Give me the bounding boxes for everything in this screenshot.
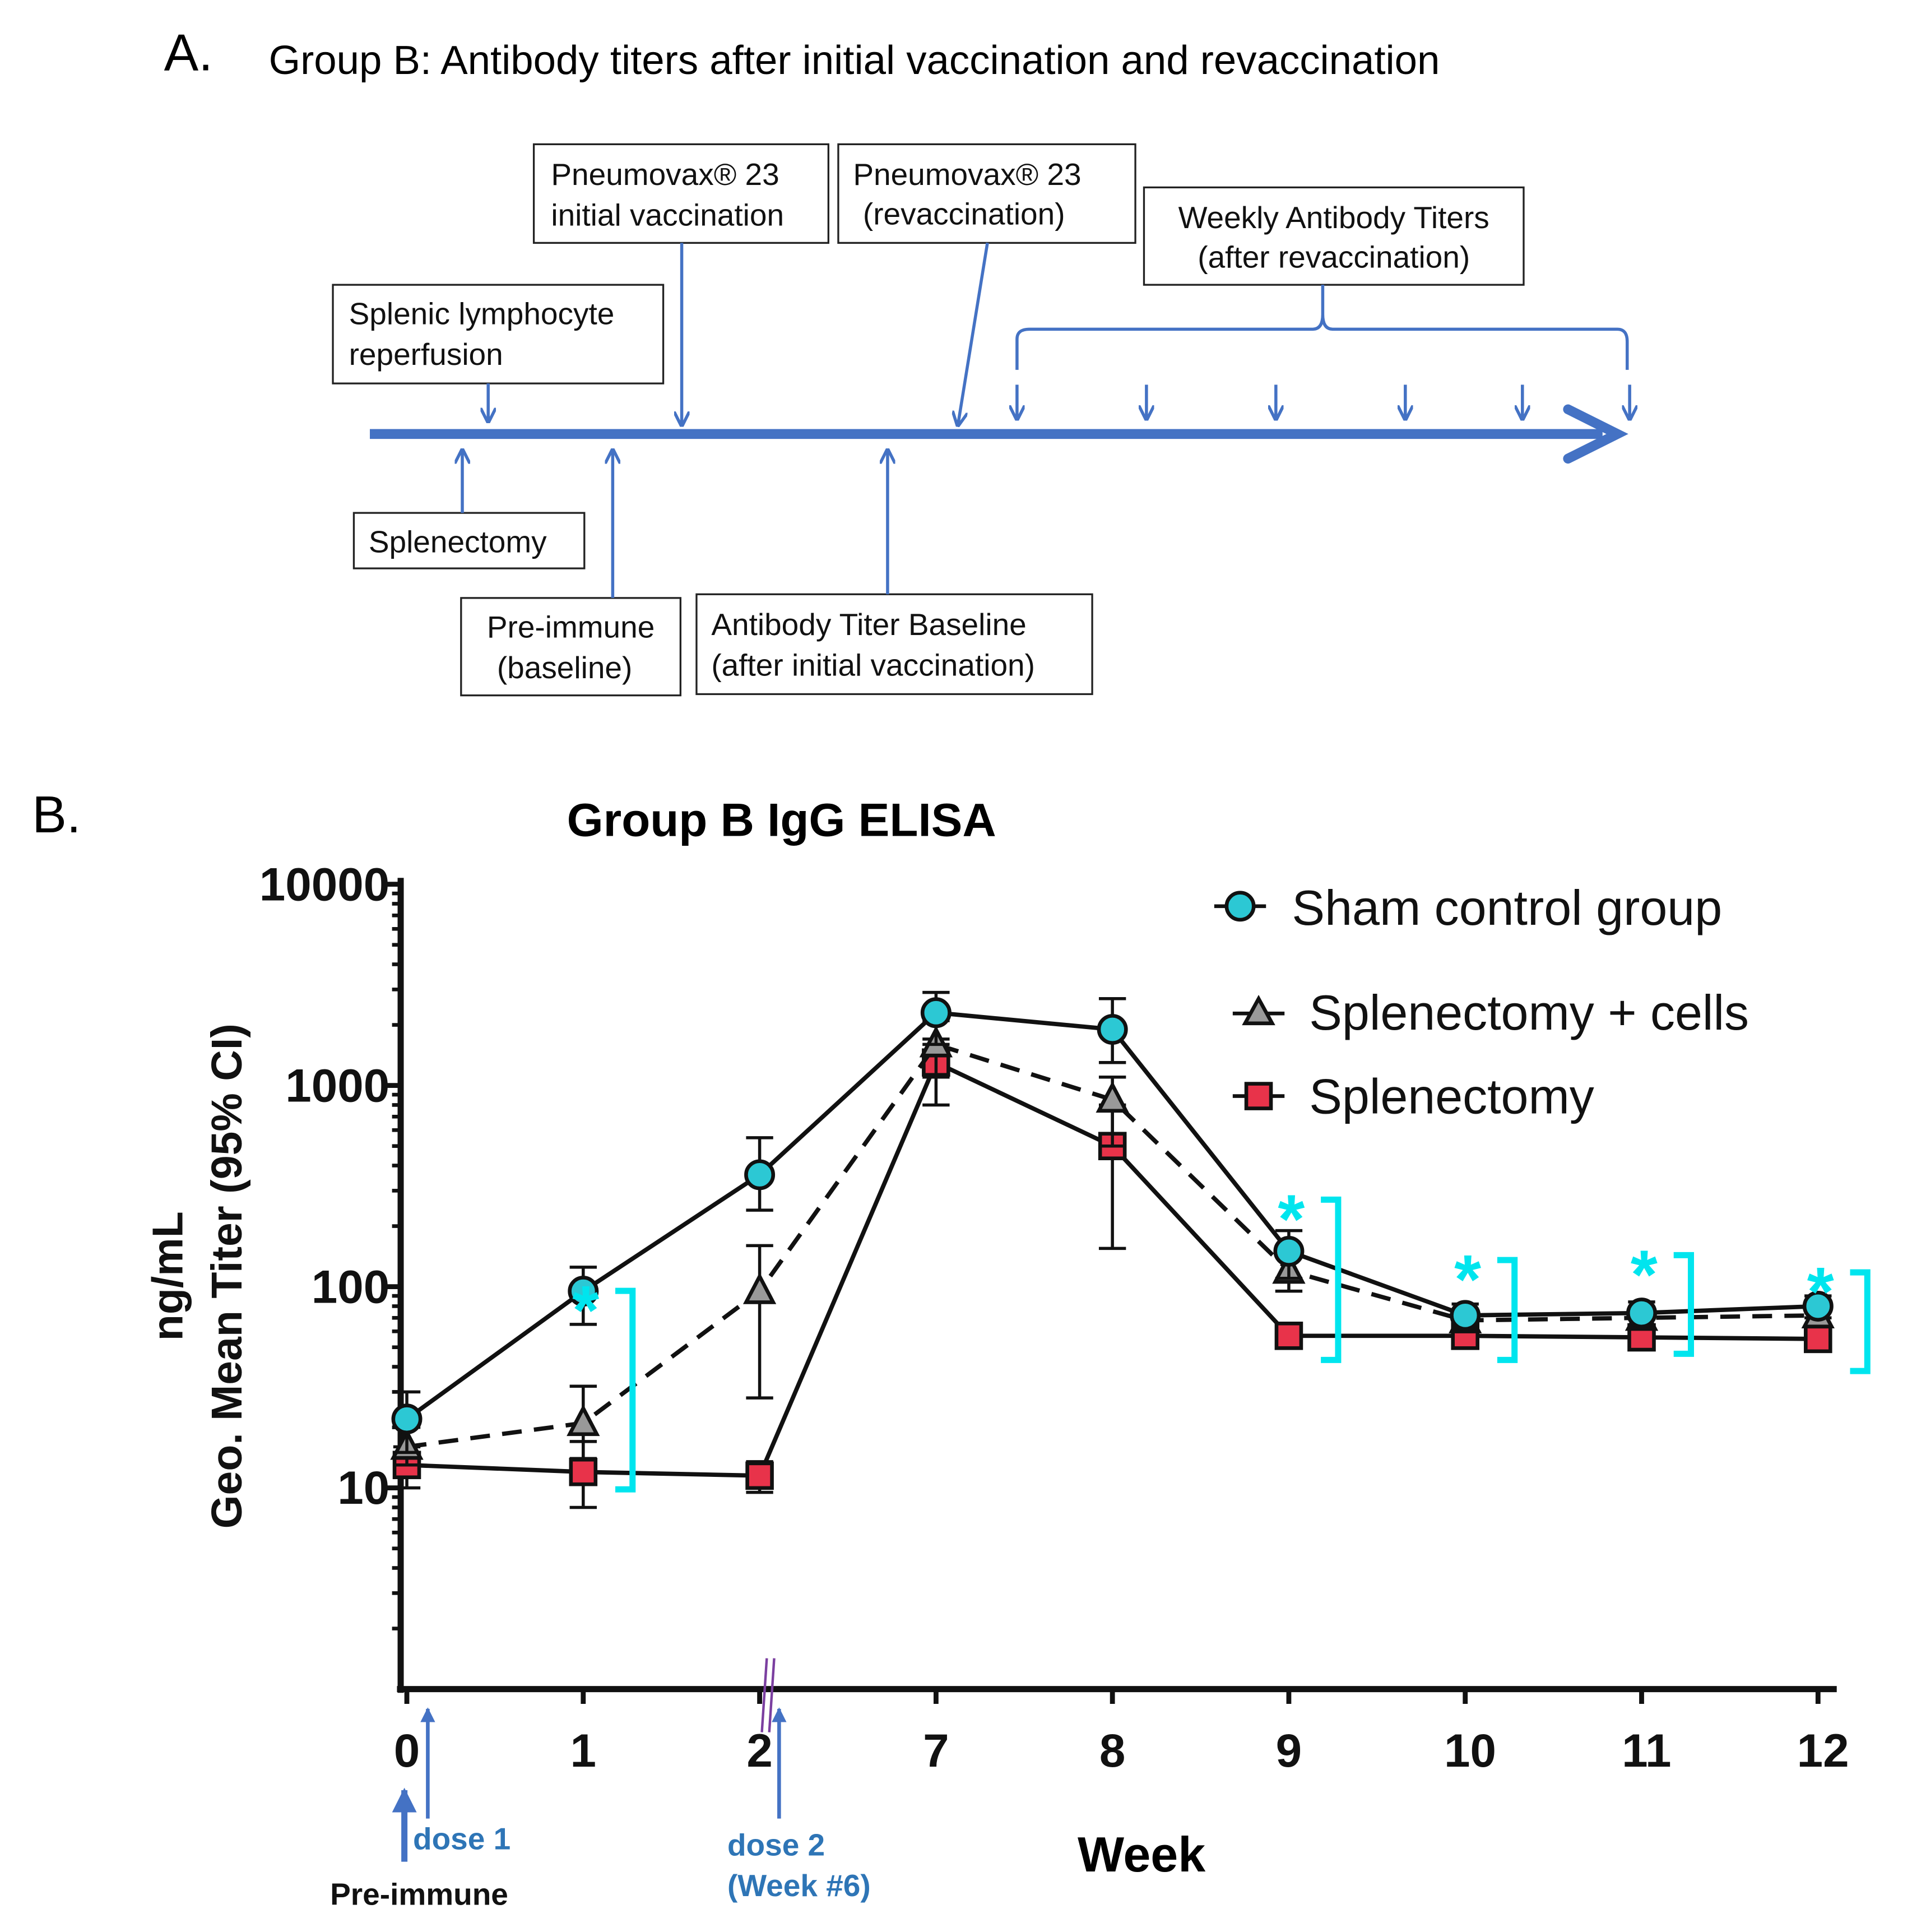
svg-text:Splenectomy + cells: Splenectomy + cells (1309, 985, 1749, 1040)
svg-text:Antibody Titer Baseline: Antibody Titer Baseline (711, 607, 1026, 642)
significance-asterisk: * (1807, 1253, 1834, 1331)
panel-a-label: A. (164, 23, 213, 81)
dose2-week-label: (Week #6) (727, 1868, 871, 1903)
y-axis-label-units: ng/mL (144, 1211, 192, 1341)
panel-b-chart: B. Group B IgG ELISA ng/mL Geo. Mean Tit… (32, 785, 1871, 1912)
x-tick-label: 2 (746, 1724, 772, 1777)
svg-text:Weekly Antibody Titers: Weekly Antibody Titers (1178, 200, 1489, 235)
y-tick-label: 100 (312, 1260, 389, 1313)
panel-a-timeline: A. Group B: Antibody titers after initia… (164, 23, 1630, 697)
box-splenectomy: Splenectomy (352, 450, 586, 569)
significance-bracket (1321, 1196, 1342, 1363)
x-axis-label: Week (1078, 1827, 1206, 1882)
axis-break-mark (760, 1658, 776, 1732)
x-tick-label: 8 (1099, 1724, 1125, 1777)
svg-text:Pre-immune: Pre-immune (487, 609, 655, 644)
data-point (1274, 1321, 1303, 1350)
series-circle (391, 990, 1834, 1454)
data-point (1802, 1290, 1834, 1322)
significance-asterisk: * (1454, 1241, 1481, 1318)
box-pre-immune: Pre-immune (baseline) (460, 450, 682, 697)
y-axis-label: Geo. Mean Titer (95% CI) (203, 1023, 251, 1528)
data-point (1273, 1235, 1305, 1267)
data-point (742, 1272, 777, 1304)
panel-b-label: B. (32, 785, 81, 844)
y-tick-label: 10 (337, 1461, 389, 1514)
significance-layer: * * * * * (572, 1180, 1871, 1493)
y-tick-label: 1000 (285, 1059, 389, 1111)
svg-text:Pneumovax® 23: Pneumovax® 23 (853, 157, 1081, 192)
data-point (1097, 1014, 1128, 1045)
panel-a-title: Group B: Antibody titers after initial v… (269, 38, 1440, 83)
data-point (920, 997, 952, 1028)
legend-item-splenectomy-cells: Splenectomy + cells (1232, 985, 1749, 1040)
x-tick-label: 9 (1276, 1724, 1302, 1777)
box-weekly-titers: Weekly Antibody Titers (after revaccinat… (1017, 186, 1630, 419)
box-titer-baseline: Antibody Titer Baseline (after initial v… (695, 450, 1093, 696)
x-tick-label: 11 (1622, 1724, 1671, 1777)
series-layer (390, 990, 1835, 1509)
data-point (568, 1276, 599, 1307)
data-point (1626, 1298, 1657, 1329)
data-point (1450, 1300, 1481, 1331)
pre-immune-label: Pre-immune (330, 1877, 508, 1912)
data-point (745, 1461, 774, 1490)
box-initial-vaccination: Pneumovax® 23 initial vaccination (532, 143, 829, 425)
svg-text:(revaccination): (revaccination) (863, 196, 1065, 231)
svg-text:(after initial vaccination): (after initial vaccination) (711, 647, 1035, 682)
svg-text:(baseline): (baseline) (497, 650, 632, 685)
svg-text:(after revaccination): (after revaccination) (1198, 239, 1470, 274)
significance-asterisk: * (1631, 1236, 1658, 1313)
svg-text:Splenectomy: Splenectomy (369, 524, 547, 559)
data-point (567, 1404, 600, 1437)
data-point (569, 1457, 598, 1486)
significance-bracket (1850, 1269, 1871, 1374)
svg-text:Splenectomy: Splenectomy (1309, 1068, 1594, 1124)
box-revaccination: Pneumovax® 23 (revaccination) (837, 143, 1136, 425)
data-point (391, 1403, 423, 1435)
dose2-label: dose 2 (727, 1828, 825, 1862)
significance-asterisk: * (572, 1272, 599, 1349)
svg-text:reperfusion: reperfusion (349, 337, 503, 372)
dose1-label: dose 1 (413, 1822, 511, 1856)
data-point (1096, 1081, 1129, 1113)
significance-bracket (1673, 1252, 1694, 1357)
legend-item-sham: Sham control group (1214, 880, 1722, 935)
x-tick-label: 12 (1797, 1724, 1849, 1777)
svg-text:initial vaccination: initial vaccination (551, 198, 784, 233)
svg-text:Splenic lymphocyte: Splenic lymphocyte (349, 296, 615, 331)
significance-bracket (615, 1287, 636, 1493)
svg-text:Sham control group: Sham control group (1292, 880, 1722, 935)
y-tick-label: 10000 (259, 858, 389, 910)
legend-item-splenectomy: Splenectomy (1232, 1068, 1594, 1124)
x-tick-label: 7 (923, 1724, 949, 1777)
legend: Sham control group Splenectomy + cells S… (1214, 880, 1749, 1124)
annotations: Pre-immune dose 1 dose 2 (Week #6) (330, 1658, 871, 1912)
box-lymphocyte-reperfusion: Splenic lymphocyte reperfusion (332, 284, 665, 421)
x-tick-label: 10 (1444, 1724, 1496, 1777)
svg-text:Pneumovax® 23: Pneumovax® 23 (551, 157, 779, 192)
x-tick-label: 1 (570, 1724, 596, 1777)
timeline-arrowhead (1563, 404, 1628, 464)
significance-bracket (1497, 1257, 1518, 1363)
x-tick-label: 0 (394, 1724, 420, 1777)
significance-asterisk: * (1278, 1180, 1305, 1258)
chart-title: Group B IgG ELISA (567, 793, 996, 846)
data-point (744, 1159, 776, 1190)
